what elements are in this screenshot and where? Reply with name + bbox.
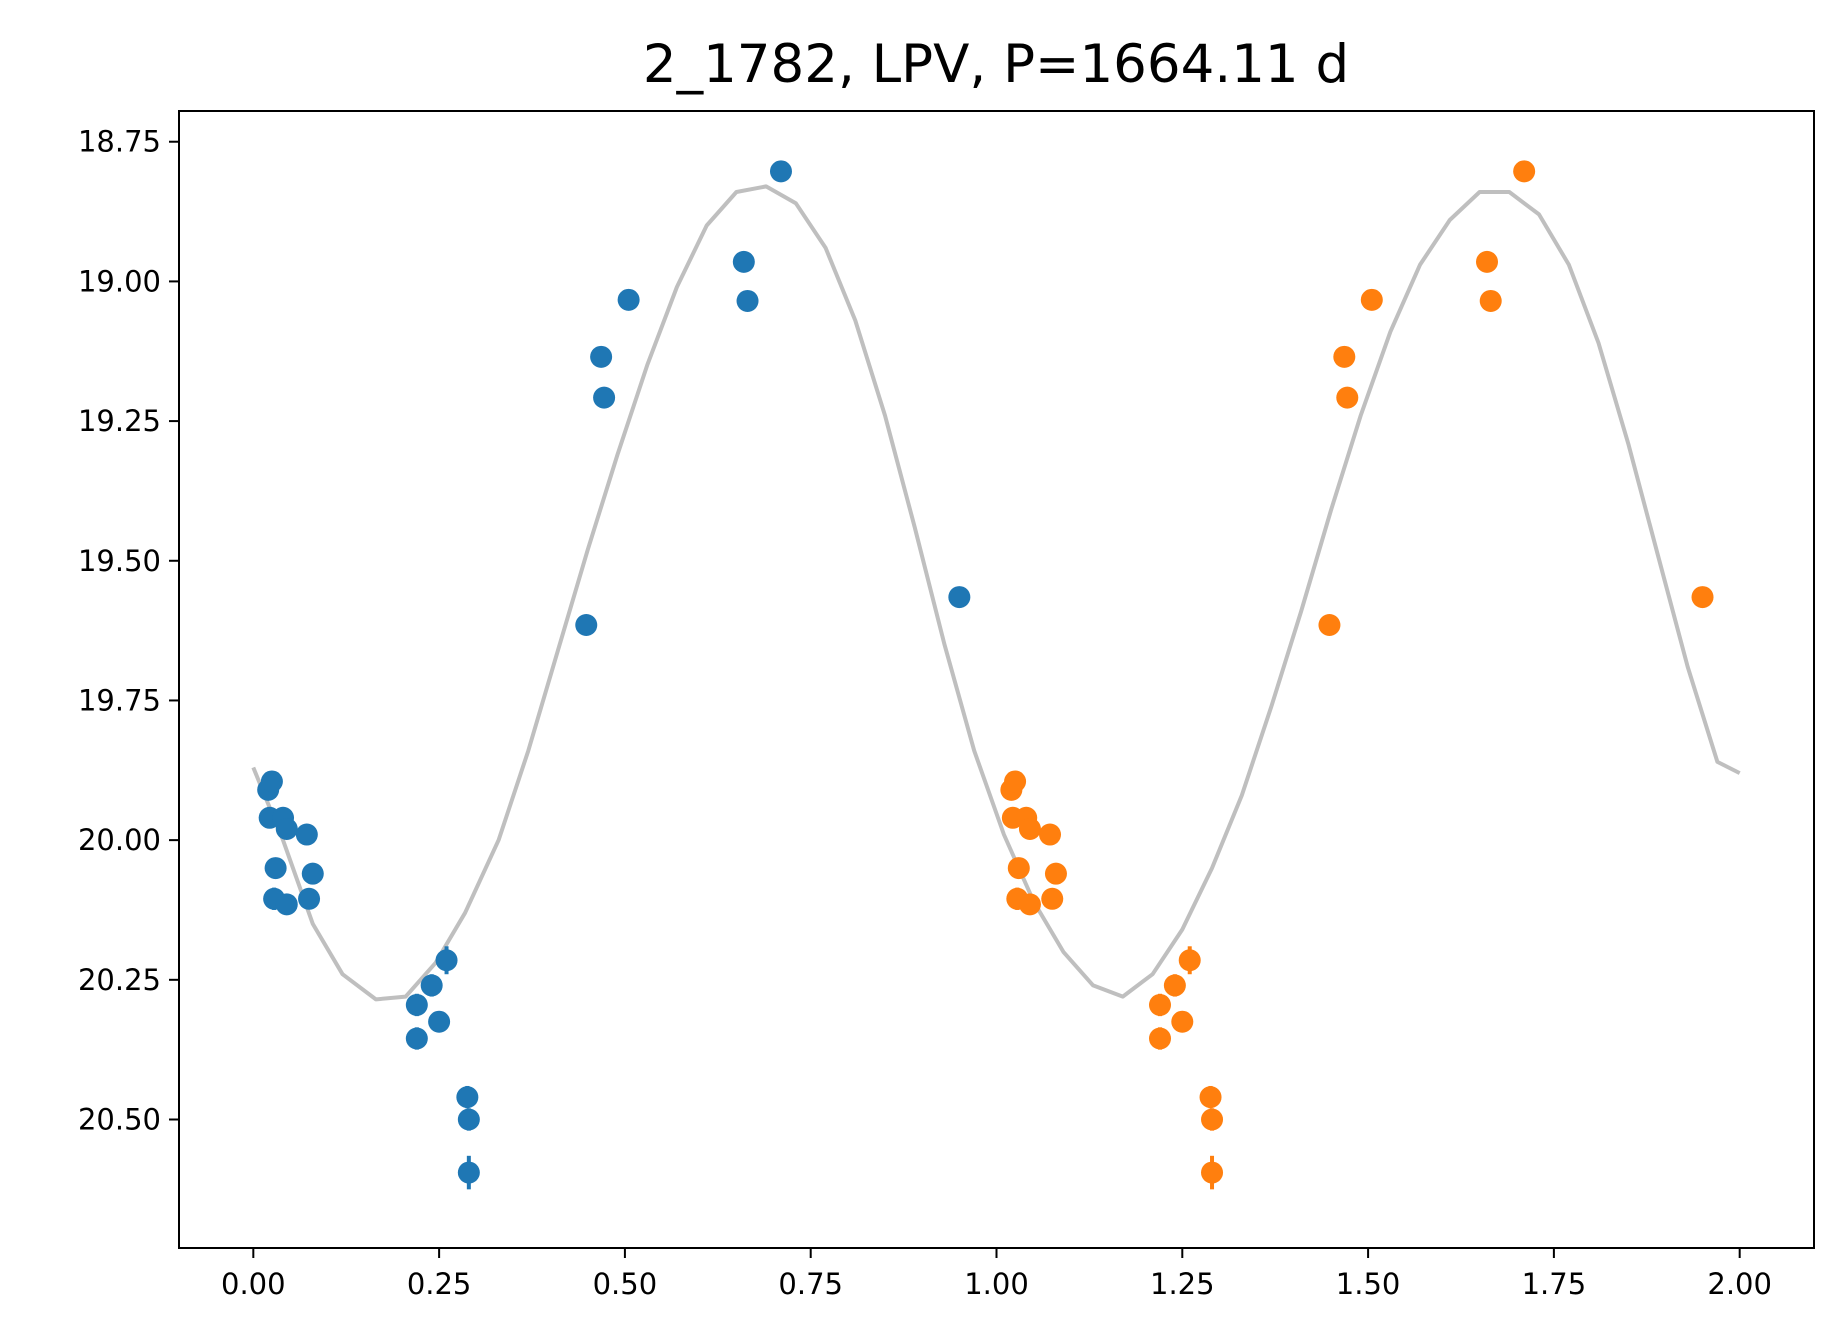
x-axis: 0.00 0.25 0.50 0.75 1.00 1.25 1.50 1.75 2.00 bbox=[221, 1248, 1772, 1301]
data-point bbox=[435, 949, 458, 972]
data-point bbox=[1318, 614, 1341, 637]
data-point bbox=[1018, 893, 1041, 916]
x-tick-label: 2.00 bbox=[1707, 1267, 1772, 1301]
data-point bbox=[405, 993, 428, 1016]
y-axis: 18.75 19.00 19.25 19.50 19.75 20.00 20.25 20.50 bbox=[78, 125, 179, 1136]
x-tick-label: 1.00 bbox=[964, 1267, 1029, 1301]
data-point bbox=[575, 614, 598, 637]
data-point bbox=[1201, 1161, 1224, 1184]
data-point bbox=[260, 770, 283, 793]
data-point bbox=[769, 160, 792, 183]
data-point bbox=[1336, 386, 1359, 409]
data-point bbox=[1178, 949, 1201, 972]
data-point bbox=[590, 345, 613, 368]
data-point bbox=[1149, 1027, 1171, 1050]
data-point bbox=[275, 817, 298, 840]
x-tick-label: 1.50 bbox=[1336, 1267, 1401, 1301]
data-point bbox=[1479, 289, 1502, 312]
data-point bbox=[1007, 857, 1030, 880]
data-point bbox=[1476, 250, 1498, 273]
data-point bbox=[1360, 288, 1383, 311]
data-point bbox=[1171, 1010, 1194, 1033]
data-point bbox=[295, 823, 318, 846]
data-point bbox=[457, 1108, 480, 1131]
y-tick-label: 20.00 bbox=[78, 823, 161, 857]
data-point bbox=[457, 1161, 480, 1184]
y-tick-label: 19.25 bbox=[78, 404, 161, 438]
y-tick-label: 19.50 bbox=[78, 544, 161, 578]
data-point bbox=[275, 893, 298, 916]
plot-area-frame bbox=[178, 110, 1815, 1249]
data-point bbox=[298, 887, 321, 910]
data-point bbox=[1041, 887, 1064, 910]
data-point bbox=[1018, 817, 1041, 840]
data-point bbox=[948, 586, 971, 609]
data-point bbox=[1004, 770, 1027, 793]
data-point bbox=[301, 862, 324, 885]
data-point bbox=[1333, 345, 1356, 368]
data-points-layer bbox=[257, 160, 1714, 1190]
data-point bbox=[617, 288, 640, 311]
data-point bbox=[405, 1027, 428, 1050]
data-point bbox=[593, 386, 616, 409]
data-point bbox=[736, 289, 759, 312]
x-tick-label: 0.25 bbox=[407, 1267, 472, 1301]
x-tick-label: 0.75 bbox=[778, 1267, 843, 1301]
data-point bbox=[1199, 1086, 1222, 1109]
data-point bbox=[1039, 823, 1062, 846]
model-curve-layer bbox=[251, 184, 1741, 1002]
data-point bbox=[732, 250, 755, 273]
chart-title: 2_1782, LPV, P=1664.11 d bbox=[643, 34, 1349, 95]
y-tick-label: 19.00 bbox=[78, 264, 161, 298]
data-point bbox=[428, 1010, 451, 1033]
data-point bbox=[420, 974, 443, 997]
data-point bbox=[1201, 1108, 1224, 1131]
model-curve-line bbox=[251, 184, 1741, 1002]
data-point bbox=[264, 857, 287, 880]
x-tick-label: 0.00 bbox=[221, 1267, 286, 1301]
x-tick-label: 1.75 bbox=[1522, 1267, 1587, 1301]
x-tick-label: 1.25 bbox=[1150, 1267, 1215, 1301]
y-tick-label: 19.75 bbox=[78, 683, 161, 717]
x-tick-label: 0.50 bbox=[593, 1267, 658, 1301]
data-point bbox=[1044, 862, 1067, 885]
data-point bbox=[1691, 586, 1714, 609]
y-tick-label: 20.25 bbox=[78, 963, 161, 997]
data-point bbox=[1149, 993, 1171, 1016]
data-point bbox=[1163, 974, 1186, 997]
y-tick-label: 20.50 bbox=[78, 1102, 161, 1136]
data-point bbox=[1513, 160, 1536, 183]
data-point bbox=[456, 1086, 479, 1109]
y-tick-label: 18.75 bbox=[78, 125, 161, 159]
